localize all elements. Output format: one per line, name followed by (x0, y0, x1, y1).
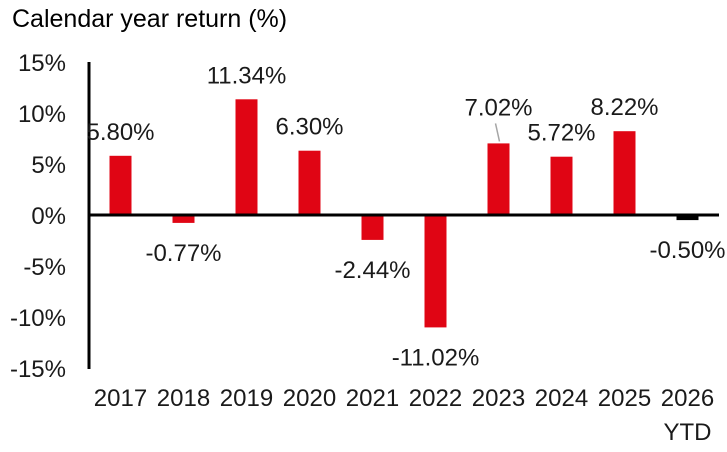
data-label-2023: 7.02% (464, 94, 532, 121)
x-axis-label-2018: 2018 (157, 385, 210, 412)
data-label-2025: 8.22% (590, 94, 658, 121)
chart-title: Calendar year return (%) (12, 5, 288, 33)
bar-2020 (298, 150, 321, 215)
x-axis-label-2021: 2021 (346, 385, 399, 412)
bar-2023 (487, 143, 510, 215)
x-axis-label-2020: 2020 (283, 385, 336, 412)
data-label-2018: -0.77% (145, 240, 221, 267)
bar-2025 (613, 131, 636, 215)
data-label-2026: -0.50% (649, 237, 725, 264)
bar-2021 (361, 215, 384, 240)
x-axis-label-2025: 2025 (598, 385, 651, 412)
x-axis-label-2024: 2024 (535, 385, 588, 412)
bar-2018 (172, 215, 195, 223)
y-tick-label-0%: 0% (31, 203, 66, 230)
data-label-2021: -2.44% (334, 257, 410, 284)
data-label-2020: 6.30% (275, 114, 343, 141)
bar-2026 (676, 215, 699, 221)
bar-2017 (109, 155, 132, 215)
data-label-2017: 5.80% (86, 119, 154, 146)
x-axis-sublabel-2026: YTD (664, 419, 712, 446)
data-label-2019: 11.34% (207, 62, 287, 89)
y-tick-label--5%: -5% (23, 254, 66, 281)
data-label-2022: -11.02% (392, 344, 480, 371)
y-tick-label--15%: -15% (10, 356, 66, 383)
bar-2019 (235, 99, 258, 215)
x-axis-label-2017: 2017 (94, 385, 147, 412)
x-axis-label-2026: 2026 (661, 385, 714, 412)
y-tick-label--10%: -10% (10, 305, 66, 332)
y-tick-label-5%: 5% (31, 152, 66, 179)
x-axis-label-2019: 2019 (220, 385, 273, 412)
callout-line-2023 (494, 123, 501, 142)
y-tick-label-10%: 10% (18, 101, 66, 128)
x-axis-label-2022: 2022 (409, 385, 462, 412)
bar-2024 (550, 156, 573, 215)
bar-2022 (424, 215, 447, 328)
x-axis-label-2023: 2023 (472, 385, 525, 412)
y-tick-label-15%: 15% (18, 50, 66, 77)
data-label-2024: 5.72% (527, 120, 595, 147)
